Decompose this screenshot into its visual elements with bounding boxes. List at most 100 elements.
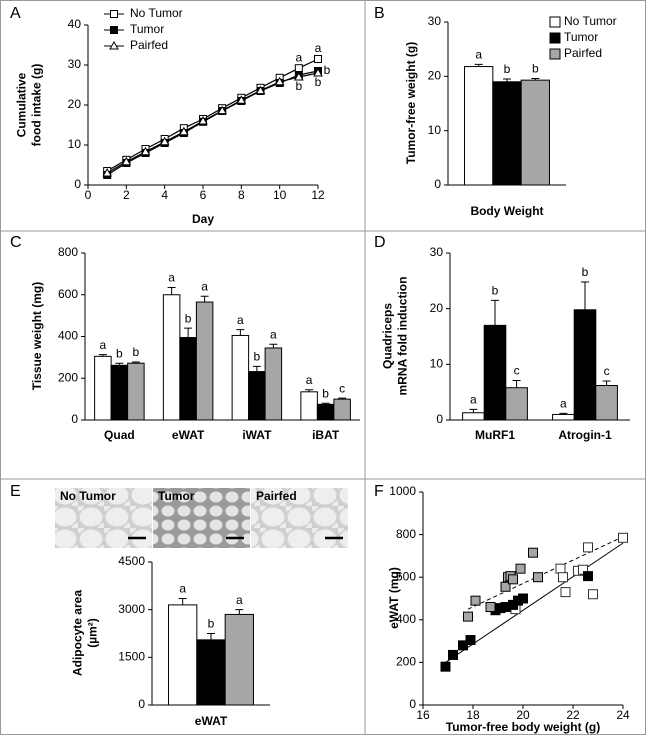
bar	[248, 371, 266, 421]
y-tick-label: 0	[138, 697, 145, 711]
y-tick-label: 20	[430, 301, 444, 315]
legend-swatch	[549, 16, 561, 28]
error-bar	[305, 389, 314, 392]
y-tick-label: 30	[428, 14, 442, 28]
point	[618, 532, 628, 543]
panel-label: B	[374, 5, 385, 22]
significance-letter: b	[208, 617, 215, 631]
point-label: a	[315, 41, 322, 55]
y-tick-label: 30	[430, 245, 444, 259]
y-tick-label: 0	[434, 177, 441, 191]
x-tick-label: Atrogin-1	[558, 428, 612, 442]
legend-label: Pairfed	[564, 46, 602, 60]
point	[178, 126, 189, 136]
x-tick-label: 20	[516, 708, 530, 722]
error-bar	[338, 397, 347, 400]
point	[508, 574, 518, 585]
y-tick-label: 200	[396, 655, 416, 669]
significance-letter: b	[532, 62, 539, 76]
point	[470, 595, 481, 606]
series-line	[106, 70, 319, 176]
x-tick-label: Quad	[104, 428, 135, 442]
series-line	[106, 58, 319, 172]
point	[463, 611, 473, 622]
trendline	[467, 536, 624, 610]
error-bar	[252, 365, 261, 372]
point	[294, 64, 303, 73]
significance-letter: b	[504, 62, 511, 76]
significance-letter: a	[560, 396, 567, 410]
y-tick-label: 10	[430, 357, 444, 371]
error-bar	[503, 78, 511, 82]
error-bar	[581, 281, 589, 310]
y-axis-label: Cumulative	[15, 72, 29, 137]
significance-letter: a	[100, 338, 107, 352]
x-tick-label: iWAT	[242, 428, 272, 442]
error-bar	[178, 598, 187, 605]
significance-letter: a	[306, 373, 313, 387]
y-tick-label: 20	[68, 97, 82, 111]
error-bar	[207, 633, 215, 640]
legend-marker	[109, 40, 119, 50]
point-label: b	[315, 75, 322, 89]
bar	[505, 387, 528, 421]
bar	[196, 639, 226, 706]
error-bar	[269, 343, 278, 348]
series-line	[106, 72, 319, 174]
legend-label: Pairfed	[130, 38, 168, 52]
point	[440, 661, 451, 672]
panel-label: E	[10, 483, 21, 500]
bar	[492, 81, 522, 186]
y-tick-label: 400	[396, 612, 416, 626]
significance-letter: a	[237, 313, 244, 327]
bar	[316, 403, 335, 421]
x-tick-label: eWAT	[172, 428, 205, 442]
point	[515, 563, 526, 574]
bar	[94, 355, 112, 421]
x-tick-label: MuRF1	[475, 428, 515, 442]
significance-letter: a	[201, 279, 208, 293]
point	[217, 105, 228, 115]
x-tick-label: 8	[238, 188, 245, 202]
y-tick-label: 800	[58, 245, 78, 259]
bar	[462, 412, 485, 421]
x-axis-label: Day	[192, 212, 214, 226]
error-bar	[602, 380, 611, 386]
point	[140, 146, 151, 156]
point	[255, 85, 266, 95]
y-tick-label: 400	[58, 329, 78, 343]
chart: D Quadriceps mRNA fold induction 0 10 20 30 MuR…	[374, 234, 630, 442]
point	[583, 542, 593, 553]
significance-letter: a	[236, 593, 243, 607]
bar	[573, 309, 597, 421]
point	[314, 55, 322, 63]
x-tick-label: 18	[466, 708, 480, 722]
significance-letter: a	[179, 582, 186, 596]
point	[236, 95, 247, 104]
legend-marker	[110, 10, 118, 18]
point	[448, 649, 458, 660]
x-tick-label: 16	[416, 708, 430, 722]
point-label: b	[295, 79, 302, 93]
error-bar	[167, 286, 176, 295]
significance-letter: c	[339, 381, 345, 395]
bar	[552, 413, 575, 421]
y-tick-label: 1500	[118, 650, 145, 664]
error-bar	[235, 609, 244, 615]
y-axis-label: Adipocyte area	[71, 590, 85, 676]
point	[274, 76, 285, 86]
point	[555, 563, 566, 574]
x-tick-label: 12	[311, 188, 325, 202]
significance-letter: c	[514, 364, 520, 378]
y-tick-label: 600	[396, 569, 416, 583]
x-tick-label: 0	[85, 188, 92, 202]
y-tick-label: 0	[436, 412, 443, 426]
bar	[224, 613, 254, 706]
bar	[110, 364, 129, 421]
error-bar	[531, 78, 540, 81]
point	[558, 572, 568, 583]
x-axis-label: Tumor-free body weight (g)	[446, 720, 600, 734]
significance-letter: c	[604, 364, 610, 378]
y-axis-label: Tumor-free weight (g)	[404, 42, 418, 164]
